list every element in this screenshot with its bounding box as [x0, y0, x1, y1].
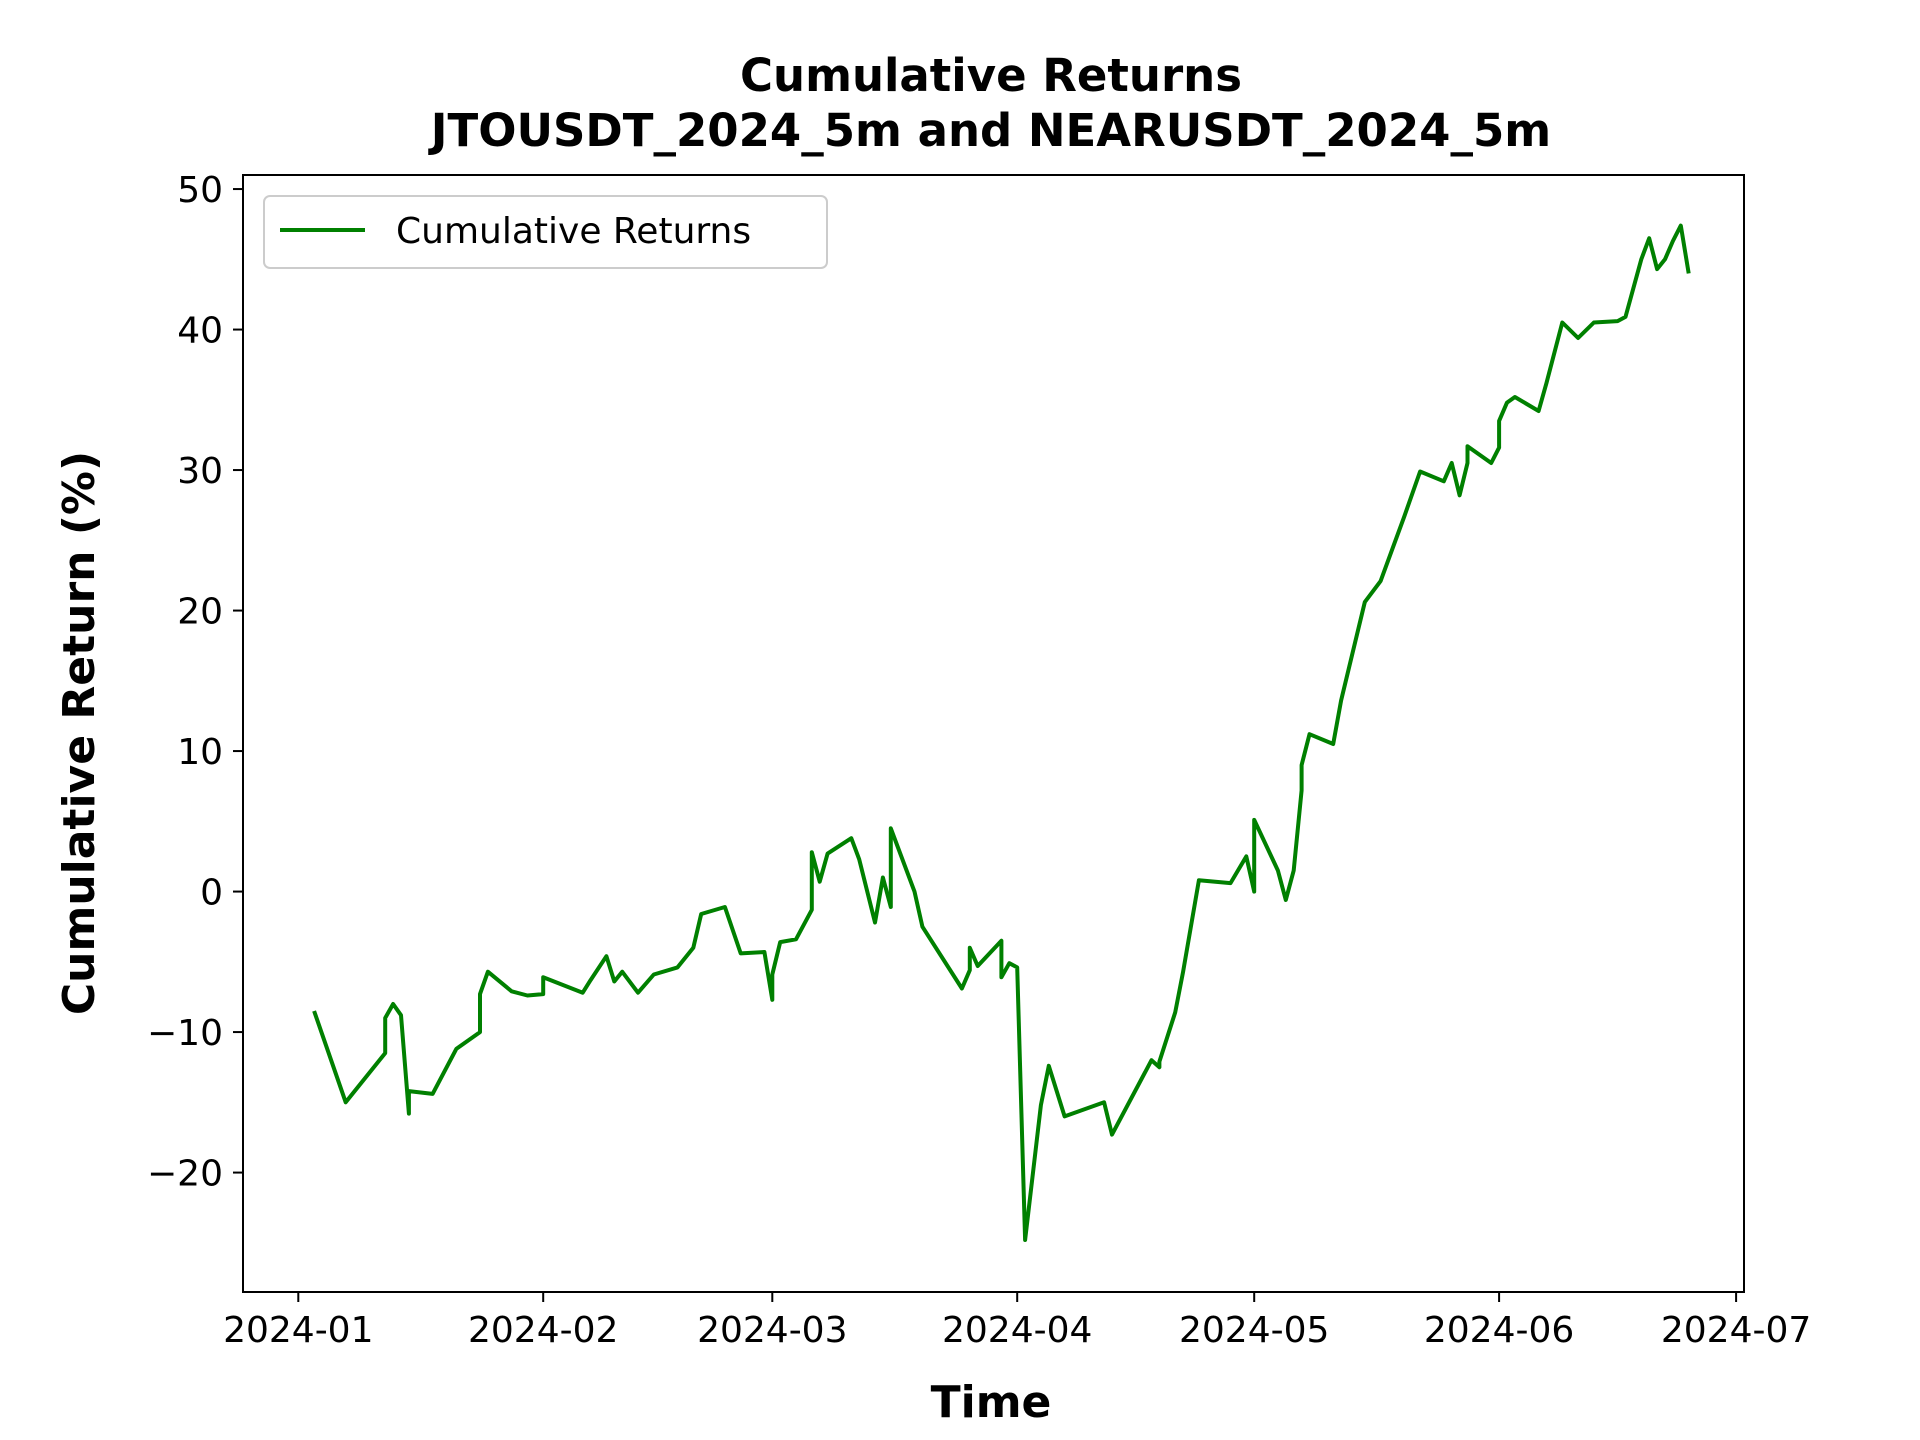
x-tick-label: 2024-06 — [1424, 1310, 1574, 1351]
x-axis-ticks: 2024-01 2024-02 2024-03 2024-04 2024-05 2024-… — [223, 1292, 1811, 1351]
y-tick-label: −20 — [147, 1154, 223, 1195]
series-line-cumulative-returns — [312, 223, 1691, 1242]
legend-box — [263, 195, 828, 269]
y-axis-label: Cumulative Return (%) — [54, 451, 105, 1015]
x-tick-label: 2024-03 — [697, 1310, 847, 1351]
plot-area-frame — [242, 174, 1745, 1293]
y-tick-label: 50 — [177, 170, 223, 211]
x-tick-label: 2024-01 — [223, 1310, 373, 1351]
legend: Cumulative Returns — [263, 195, 828, 269]
y-tick-label: 30 — [177, 451, 223, 492]
x-tick-label: 2024-05 — [1179, 1310, 1329, 1351]
y-tick-label: 10 — [177, 732, 223, 773]
legend-label-cumulative-returns: Cumulative Returns — [396, 211, 751, 252]
y-axis-ticks: −20 −10 0 10 20 30 40 50 — [147, 170, 243, 1195]
x-tick-label: 2024-02 — [468, 1310, 618, 1351]
chart-subtitle: JTOUSDT_2024_5m and NEARUSDT_2024_5m — [428, 104, 1551, 157]
y-tick-label: 20 — [177, 592, 223, 633]
y-tick-label: −10 — [147, 1013, 223, 1054]
y-tick-label: 40 — [177, 311, 223, 352]
x-tick-label: 2024-04 — [942, 1310, 1092, 1351]
y-tick-label: 0 — [200, 873, 223, 914]
x-tick-label: 2024-07 — [1661, 1310, 1811, 1351]
x-axis-label: Time — [931, 1377, 1052, 1428]
chart-title: Cumulative Returns — [740, 49, 1242, 102]
